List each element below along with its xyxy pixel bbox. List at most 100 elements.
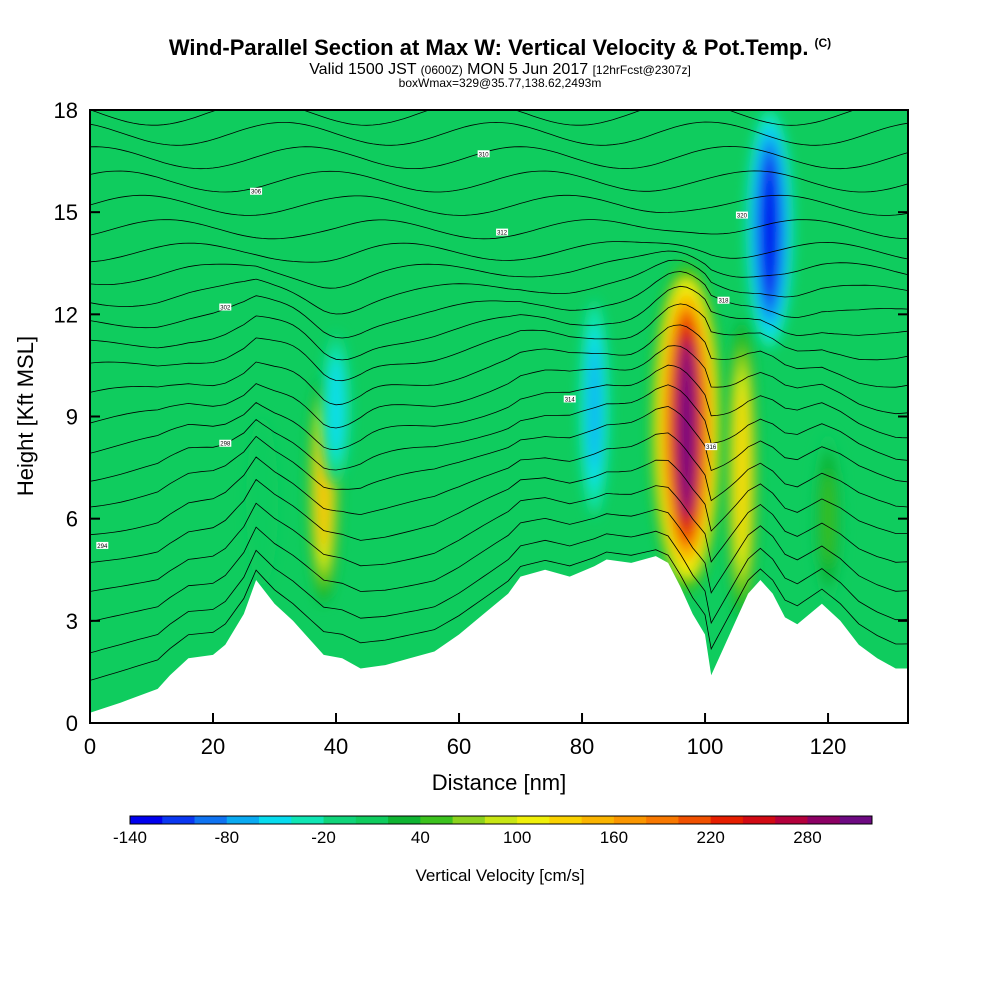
colorbar-tick-label: -20 bbox=[311, 828, 336, 847]
svg-text:320: 320 bbox=[737, 214, 748, 220]
contour-label: 298 bbox=[219, 439, 232, 448]
plot-area: 294 298 302 306 310 312 314 316 318 320 bbox=[89, 109, 909, 724]
theta-contour bbox=[90, 485, 908, 592]
velocity-feature-downdraft bbox=[320, 331, 353, 485]
colorbar-swatch bbox=[226, 816, 260, 824]
theta-contour bbox=[90, 170, 908, 193]
theta-contour bbox=[90, 549, 908, 681]
x-tick-label: 0 bbox=[84, 734, 96, 759]
theta-contour bbox=[90, 364, 908, 454]
theta-contour bbox=[90, 110, 856, 126]
colorbar-swatch bbox=[388, 816, 421, 824]
colorbar-tick-label: -80 bbox=[214, 828, 239, 847]
colorbar-swatch bbox=[775, 816, 808, 824]
theta-contour bbox=[90, 241, 908, 263]
contour-label: 312 bbox=[496, 228, 509, 237]
colorbar-tick-label: 280 bbox=[793, 828, 821, 847]
svg-text:298: 298 bbox=[220, 442, 231, 448]
colorbar-tick-label: 40 bbox=[411, 828, 430, 847]
colorbar-swatch bbox=[517, 816, 550, 824]
velocity-feature-weak bbox=[246, 416, 279, 587]
svg-text:312: 312 bbox=[497, 231, 508, 237]
theta-contour bbox=[90, 432, 908, 536]
y-tick-label: 15 bbox=[54, 200, 78, 225]
velocity-feature-weak bbox=[812, 433, 845, 604]
x-tick-label: 40 bbox=[324, 734, 348, 759]
contour-label: 314 bbox=[563, 395, 576, 403]
x-tick-label: 60 bbox=[447, 734, 471, 759]
colorbar-swatch bbox=[710, 816, 744, 824]
theta-contour bbox=[90, 530, 908, 654]
valid-date: MON 5 Jun 2017 bbox=[467, 61, 589, 78]
terrain bbox=[90, 556, 908, 723]
colorbar-swatch bbox=[452, 816, 486, 824]
colorbar-label: Vertical Velocity [cm/s] bbox=[415, 866, 584, 885]
svg-text:306: 306 bbox=[251, 190, 262, 196]
forecast-info: [12hrFcst@2307z] bbox=[592, 63, 691, 77]
colorbar-swatch bbox=[162, 816, 196, 824]
colorbar-swatch bbox=[549, 816, 583, 824]
svg-text:310: 310 bbox=[479, 152, 490, 158]
velocity-band bbox=[678, 338, 695, 518]
theta-contour bbox=[90, 250, 908, 289]
colorbar-frame bbox=[129, 815, 873, 825]
colorbar-swatch bbox=[355, 816, 389, 824]
contour-label: 316 bbox=[705, 443, 718, 451]
theta-contour bbox=[90, 405, 908, 508]
colorbar-tick-label: 100 bbox=[503, 828, 531, 847]
theta-contour bbox=[90, 121, 908, 146]
colorbar-swatch bbox=[323, 816, 357, 824]
theta-contour bbox=[90, 508, 908, 623]
velocity-feature-updraft bbox=[725, 321, 758, 621]
contour-label: 302 bbox=[219, 303, 232, 312]
x-axis-label: Distance [nm] bbox=[432, 770, 567, 795]
colorbar-tick-label: 220 bbox=[697, 828, 725, 847]
theta-contour bbox=[90, 345, 908, 429]
velocity-band bbox=[763, 164, 776, 294]
chart-title: Wind-Parallel Section at Max W: Vertical… bbox=[168, 35, 832, 60]
colorbar-tick-label: 160 bbox=[600, 828, 628, 847]
colorbar-swatch bbox=[678, 816, 712, 824]
theta-contours: 294 298 302 306 310 312 314 316 318 320 bbox=[90, 110, 908, 681]
theta-contour bbox=[90, 324, 908, 406]
contour-label: 320 bbox=[735, 211, 748, 220]
velocity-shading bbox=[246, 110, 845, 621]
y-tick-label: 0 bbox=[66, 711, 78, 736]
velocity-band bbox=[257, 455, 267, 548]
y-tick-label: 6 bbox=[66, 507, 78, 532]
svg-text:302: 302 bbox=[220, 306, 231, 312]
contour-label: 294 bbox=[96, 541, 109, 550]
theta-contour bbox=[90, 145, 908, 170]
colorbar-swatch bbox=[613, 816, 647, 824]
theta-contour bbox=[90, 303, 908, 382]
svg-text:314: 314 bbox=[565, 397, 576, 403]
colorbar-swatch bbox=[484, 816, 518, 824]
svg-text:318: 318 bbox=[718, 299, 729, 305]
colorbar-tick-label: -140 bbox=[113, 828, 147, 847]
colorbar-swatch bbox=[194, 816, 228, 824]
velocity-band bbox=[823, 472, 833, 565]
colorbar-swatch bbox=[646, 816, 679, 824]
velocity-band bbox=[737, 389, 747, 553]
colorbar-swatch bbox=[259, 816, 292, 824]
y-tick-label: 12 bbox=[54, 302, 78, 327]
copyright-mark: (C) bbox=[814, 36, 832, 50]
velocity-band bbox=[331, 366, 341, 450]
y-tick-label: 9 bbox=[66, 405, 78, 430]
theta-contour bbox=[90, 219, 908, 240]
x-tick-label: 100 bbox=[687, 734, 724, 759]
x-tick-label: 120 bbox=[810, 734, 847, 759]
x-tick-label: 20 bbox=[201, 734, 225, 759]
svg-text:294: 294 bbox=[97, 544, 108, 550]
valid-zone: (0600Z) bbox=[420, 63, 463, 77]
svg-text:316: 316 bbox=[706, 445, 717, 451]
velocity-feature-downdraft bbox=[745, 110, 794, 349]
box-info: boxWmax=329@35.77,138.62,2493m bbox=[398, 76, 602, 90]
colorbar-swatch bbox=[291, 816, 325, 824]
chart-subtitle: Valid 1500 JST (0600Z) MON 5 Jun 2017 [1… bbox=[0, 61, 1000, 79]
colorbar-swatch bbox=[807, 816, 841, 824]
y-tick-label: 18 bbox=[54, 98, 78, 123]
contour-label: 318 bbox=[717, 296, 730, 305]
axes: 0 20 40 60 80 100 120 0 3 6 9 12 15 18 bbox=[54, 98, 908, 759]
